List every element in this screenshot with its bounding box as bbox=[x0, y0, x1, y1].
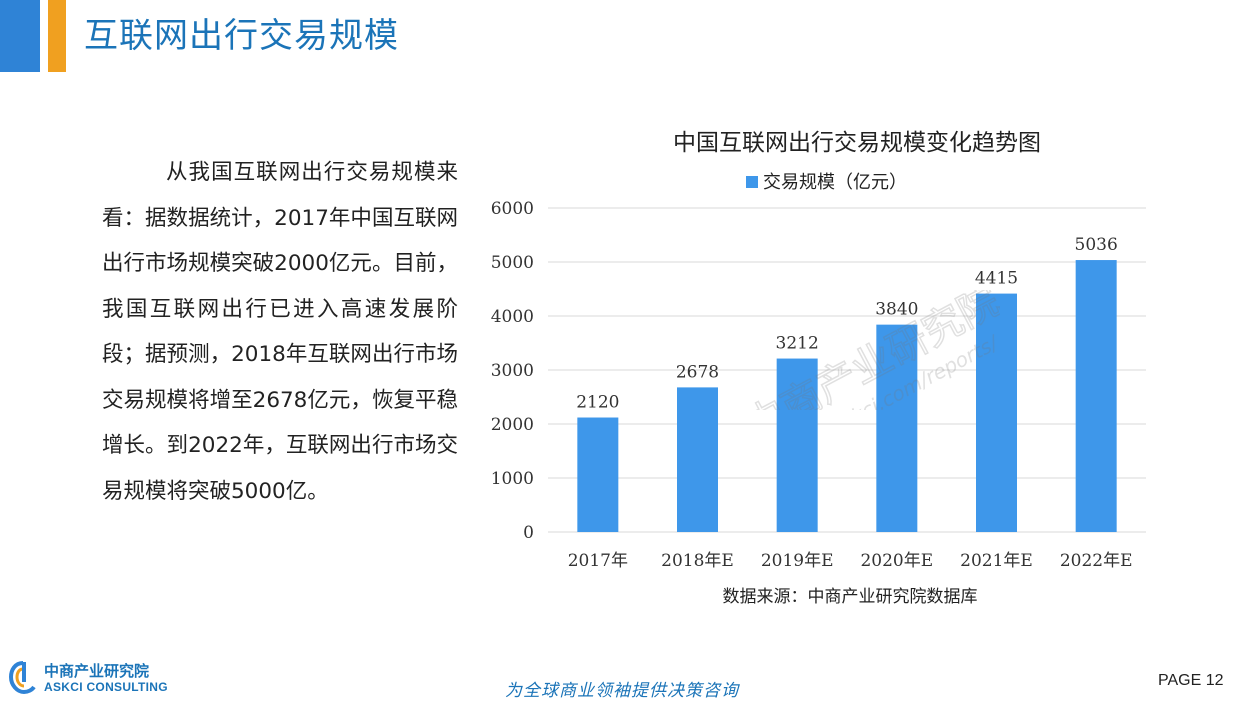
x-axis-ticks: 2017年 2018年E 2019年E 2020年E 2021年E 2022年E bbox=[568, 551, 1133, 571]
legend-label: 交易规模（亿元） bbox=[763, 172, 907, 193]
gridlines bbox=[548, 207, 1146, 533]
logo-name: 中商产业研究院 bbox=[44, 661, 150, 680]
data-label: 2120 bbox=[576, 393, 619, 413]
bar bbox=[776, 358, 818, 532]
bar bbox=[876, 324, 918, 532]
data-label: 4415 bbox=[975, 269, 1018, 289]
footer-slogan: 为全球商业领袖提供决策咨询 bbox=[505, 681, 739, 701]
x-tick-label: 2020年E bbox=[860, 551, 933, 571]
x-tick-label: 2022年E bbox=[1060, 551, 1133, 571]
y-tick-label: 2000 bbox=[491, 415, 534, 435]
chart-title: 中国互联网出行交易规模变化趋势图 bbox=[673, 130, 1041, 156]
data-label: 3840 bbox=[875, 300, 918, 320]
bar bbox=[577, 417, 619, 532]
askci-logo-icon bbox=[8, 661, 36, 695]
y-tick-label: 0 bbox=[523, 523, 534, 543]
bars bbox=[577, 260, 1117, 532]
x-tick-label: 2017年 bbox=[568, 551, 628, 571]
legend-swatch bbox=[746, 176, 758, 188]
data-label: 5036 bbox=[1075, 235, 1118, 255]
y-axis-ticks: 0 1000 2000 3000 4000 5000 6000 bbox=[491, 199, 534, 543]
y-tick-label: 4000 bbox=[491, 307, 534, 327]
data-label: 2678 bbox=[676, 362, 719, 382]
x-tick-label: 2018年E bbox=[661, 551, 734, 571]
data-label: 3212 bbox=[776, 334, 819, 354]
y-tick-label: 5000 bbox=[491, 253, 534, 273]
bar bbox=[1075, 260, 1117, 532]
bar bbox=[976, 293, 1017, 532]
page-title: 互联网出行交易规模 bbox=[84, 16, 399, 56]
company-logo: 中商产业研究院 ASKCI CONSULTING bbox=[8, 660, 168, 696]
header-accent-bar-blue bbox=[0, 0, 40, 72]
page-number: PAGE 12 bbox=[1158, 672, 1224, 689]
logo-subtitle: ASKCI CONSULTING bbox=[44, 679, 168, 694]
data-labels: 2120 2678 3212 3840 4415 5036 bbox=[576, 235, 1118, 412]
body-paragraph: 从我国互联网出行交易规模来看：据数据统计，2017年中国互联网出行市场规模突破2… bbox=[102, 160, 458, 504]
x-tick-label: 2021年E bbox=[960, 551, 1033, 571]
source-note: 数据来源：中商产业研究院数据库 bbox=[723, 587, 978, 607]
y-tick-label: 3000 bbox=[491, 361, 534, 381]
x-tick-label: 2019年E bbox=[761, 551, 834, 571]
y-tick-label: 1000 bbox=[491, 469, 534, 489]
chart-svg: 中国互联网出行交易规模变化趋势图 交易规模（亿元） 0 1000 2000 3000 4… bbox=[491, 130, 1146, 607]
y-tick-label: 6000 bbox=[491, 199, 534, 219]
bar bbox=[677, 387, 718, 532]
header-accent-bar-orange bbox=[48, 0, 66, 72]
bar-chart: 中国互联网出行交易规模变化趋势图 交易规模（亿元） 0 1000 2000 3000 4… bbox=[470, 118, 1160, 618]
